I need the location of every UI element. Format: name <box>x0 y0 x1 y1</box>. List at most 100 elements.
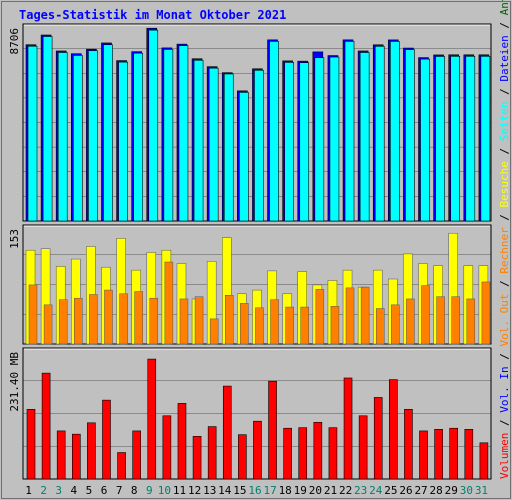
bar-sites <box>345 287 355 345</box>
bar-pages <box>208 67 219 222</box>
x-tick-label: 27 <box>414 484 427 497</box>
y-axis-max-label: 8706 <box>8 28 21 55</box>
bar-pages <box>27 45 38 222</box>
bar-pages <box>148 29 159 222</box>
bar-sites <box>209 318 219 345</box>
bar-pages <box>329 56 340 222</box>
bar-volume <box>207 426 217 480</box>
y-axis-max-label: 153 <box>8 229 21 249</box>
legend-entry: Vol. Out <box>498 294 511 347</box>
bar-volume <box>479 442 489 480</box>
bar-pages <box>359 52 370 222</box>
x-tick-label: 25 <box>384 484 397 497</box>
x-tick-label: 17 <box>263 484 276 497</box>
bar-volume <box>71 433 81 480</box>
bar-volume <box>358 415 368 480</box>
bar-pages <box>284 62 294 222</box>
x-tick-label: 26 <box>399 484 412 497</box>
x-tick-label: 16 <box>248 484 261 497</box>
bar-pages <box>178 45 189 222</box>
bar-sites <box>179 298 189 345</box>
bar-sites <box>58 299 68 345</box>
bar-sites <box>43 304 53 345</box>
bar-volume <box>328 427 338 480</box>
legend-entry: Volumen <box>498 433 511 479</box>
bar-volume <box>177 403 187 480</box>
legend-text: Volumen / Vol. In / Vol. Out / Rechner /… <box>498 0 511 479</box>
bar-volume <box>56 430 66 480</box>
bar-pages <box>450 56 461 222</box>
bar-volume <box>389 379 398 480</box>
x-tick-label: 5 <box>86 484 93 497</box>
bar-sites <box>225 295 234 345</box>
x-axis-tick-labels: 1 2 3 4 5 6 7 8 9 10 11 12 13 14 15 16 17 18 19 20 21 22 23 24 2… <box>25 484 488 497</box>
legend-separator: / <box>498 347 511 367</box>
bar-pages <box>239 92 249 222</box>
bar-pages <box>314 57 325 222</box>
legend-separator: / <box>498 274 511 294</box>
bar-pages <box>42 36 53 222</box>
bar-volume <box>222 385 232 480</box>
legend-separator: / <box>498 413 511 433</box>
legend: Volumen / Vol. In / Vol. Out / Rechner /… <box>498 0 511 479</box>
bar-sites <box>375 308 385 345</box>
bar-sites <box>74 297 83 345</box>
bar-volume <box>117 452 126 480</box>
legend-entry: Anfragen <box>498 0 511 15</box>
bar-pages <box>193 59 204 222</box>
x-tick-label: 21 <box>324 484 337 497</box>
x-tick-label: 13 <box>203 484 216 497</box>
chart-panels: 8706 153 231.40 MB <box>8 23 492 480</box>
bar-sites <box>481 281 491 345</box>
bar-sites <box>360 286 370 345</box>
bar-pages <box>344 41 355 222</box>
bar-volume <box>268 380 277 480</box>
legend-separator: / <box>498 15 511 35</box>
bar-sites <box>240 303 249 345</box>
bar-sites <box>466 298 476 345</box>
bar-volume <box>449 427 459 480</box>
bar-pages <box>118 61 128 222</box>
bar-pages <box>299 62 310 222</box>
x-tick-label: 14 <box>218 484 232 497</box>
bar-pages <box>405 49 415 222</box>
legend-entry: Rechner <box>498 227 511 274</box>
legend-entry: Dateien <box>498 35 511 81</box>
panel-2: 153 <box>8 224 492 345</box>
bar-volume <box>253 420 262 480</box>
bar-volume <box>434 429 443 480</box>
bar-sites <box>164 261 174 345</box>
bar-sites <box>134 291 143 345</box>
bar-volume <box>283 427 292 480</box>
bar-volume <box>419 430 428 480</box>
bar-sites <box>270 299 279 345</box>
bar-pages <box>72 55 83 222</box>
x-tick-label: 20 <box>309 484 322 497</box>
bar-sites <box>315 289 325 345</box>
y-axis-max-label: 231.40 MB <box>8 352 21 412</box>
bar-pages <box>103 44 113 222</box>
bar-sites <box>149 297 159 345</box>
bar-volume <box>147 358 157 480</box>
bar-pages <box>254 69 264 222</box>
x-tick-label: 9 <box>146 484 153 497</box>
legend-entry: Besuche <box>498 161 511 207</box>
bar-volume <box>464 429 474 480</box>
x-tick-label: 6 <box>101 484 108 497</box>
x-tick-label: 24 <box>369 484 383 497</box>
bar-volume <box>132 430 141 480</box>
x-tick-label: 22 <box>339 484 352 497</box>
bar-sites <box>104 289 113 345</box>
bar-sites <box>421 285 430 345</box>
bar-pages <box>133 52 143 222</box>
bar-sites <box>451 296 460 345</box>
legend-entry: Seiten <box>498 101 511 141</box>
bar-pages <box>269 41 279 222</box>
bar-pages <box>223 73 234 222</box>
bar-volume <box>192 436 202 480</box>
bar-sites <box>285 306 294 345</box>
x-tick-label: 10 <box>158 484 171 497</box>
bar-sites <box>28 284 38 345</box>
